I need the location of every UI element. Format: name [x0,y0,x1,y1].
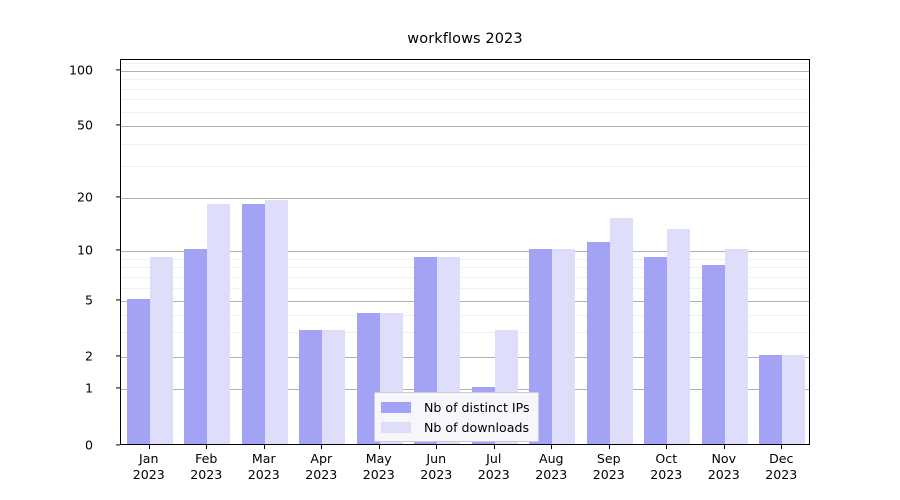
bar [126,299,150,444]
x-tick-mark [723,445,725,449]
x-tick-label: Aug 2023 [535,451,568,482]
bar [149,256,173,444]
x-tick-label: Oct 2023 [650,451,683,482]
x-tick-mark [321,445,323,449]
gridline [121,357,809,358]
x-tick-mark [436,445,438,449]
y-tick-mark [116,444,120,446]
gridline [121,314,809,316]
gridline [121,332,809,334]
x-tick-label: Apr 2023 [305,451,338,482]
bar [184,249,208,444]
gridline [121,198,809,199]
y-tick-label: 10 [76,242,93,258]
legend-label: Nb of distinct IPs [424,399,530,415]
x-tick-mark [206,445,208,449]
y-tick-mark [116,299,120,301]
plot-area [120,59,810,445]
bar [759,355,783,444]
x-tick-mark [551,445,553,449]
y-tick-label: 0 [84,437,93,453]
gridline [121,267,809,269]
x-tick-label: Feb 2023 [190,451,223,482]
bar [586,241,610,444]
gridline [121,88,809,90]
x-tick-mark [148,445,150,449]
gridline [121,276,809,278]
y-tick-label: 5 [84,292,93,308]
gridline [121,251,809,252]
gridline [121,166,809,168]
x-tick-label: Dec 2023 [765,451,798,482]
gridline [121,126,809,127]
x-tick-label: Jan 2023 [132,451,165,482]
gridline [121,63,809,65]
legend-item: Nb of downloads [381,417,530,437]
gridline [121,301,809,302]
bar [609,218,633,444]
chart-title: workflows 2023 [407,31,523,47]
x-tick-mark [608,445,610,449]
bar [782,355,806,444]
bar [207,204,231,444]
x-tick-label: Jun 2023 [420,451,453,482]
y-tick-mark [116,355,120,357]
gridline [121,287,809,289]
bar [552,249,576,444]
x-tick-mark [781,445,783,449]
bar [724,249,748,444]
legend-item: Nb of distinct IPs [381,397,530,417]
y-tick-mark [116,249,120,251]
x-tick-mark [493,445,495,449]
x-tick-mark [378,445,380,449]
gridline [121,389,809,390]
bar [667,228,691,444]
y-tick-mark [116,124,120,126]
x-tick-label: Sep 2023 [592,451,625,482]
y-tick-label: 2 [84,348,93,364]
y-tick-label: 20 [76,189,93,205]
bar [322,330,346,444]
x-tick-label: Mar 2023 [247,451,280,482]
gridline [121,111,809,113]
chart-legend: Nb of distinct IPs Nb of downloads [374,392,539,442]
legend-swatch [381,401,411,413]
legend-label: Nb of downloads [424,419,530,435]
x-tick-label: May 2023 [362,451,395,482]
bar [264,199,288,444]
bar [644,256,668,444]
legend-swatch [381,421,411,433]
y-tick-mark [116,387,120,389]
bar [299,330,323,444]
bar [701,265,725,444]
bar [241,204,265,444]
y-tick-label: 100 [68,62,93,78]
gridline [121,258,809,260]
x-tick-mark [263,445,265,449]
gridline [121,143,809,145]
y-tick-label: 50 [76,117,93,133]
y-tick-mark [116,69,120,71]
gridline [121,99,809,101]
x-tick-mark [666,445,668,449]
gridline [121,71,809,72]
x-tick-label: Jul 2023 [477,451,510,482]
y-tick-mark [116,196,120,198]
x-tick-label: Nov 2023 [707,451,740,482]
y-tick-label: 1 [84,380,93,396]
gridline [121,79,809,81]
